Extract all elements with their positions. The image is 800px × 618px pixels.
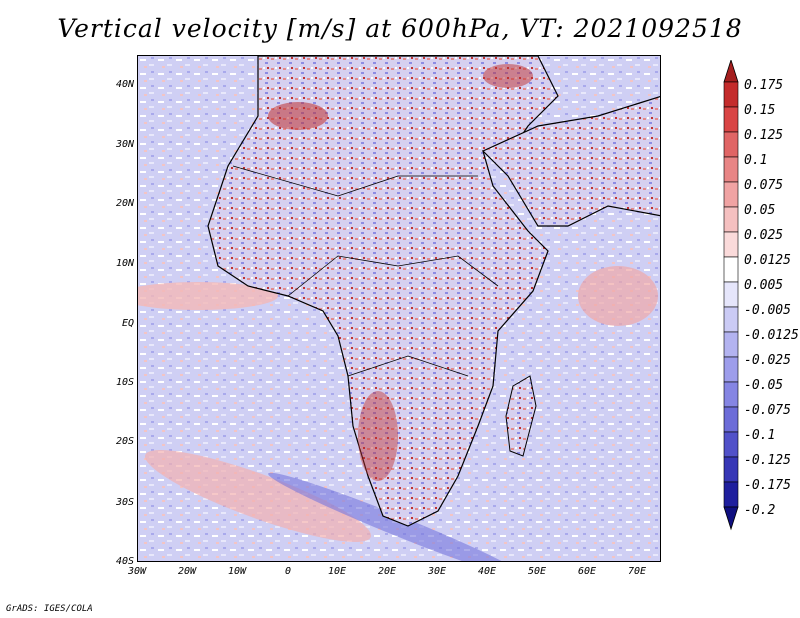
country-borders-2 bbox=[287, 255, 499, 297]
colorbar-label: -0.025 bbox=[744, 353, 791, 368]
lon-label-40e: 40E bbox=[477, 566, 497, 577]
lat-label-40n: 40N bbox=[115, 79, 134, 90]
lon-label-50e: 50E bbox=[527, 566, 547, 577]
colorbar-bottom-arrow bbox=[723, 506, 739, 531]
lat-label-eq: EQ bbox=[121, 318, 134, 329]
colorbar-label: 0.175 bbox=[744, 78, 784, 93]
colorbar-label: 0.15 bbox=[744, 103, 776, 118]
velocity-map bbox=[137, 55, 661, 562]
colorbar-label: 0.05 bbox=[744, 203, 776, 218]
lon-label-30e: 30E bbox=[427, 566, 447, 577]
colorbar-swatch bbox=[723, 381, 739, 408]
lat-label-30s: 30S bbox=[115, 497, 134, 508]
lat-label-20n: 20N bbox=[115, 198, 134, 209]
southern-africa-updraft bbox=[358, 391, 398, 481]
equatorial-updraft-band bbox=[138, 282, 278, 310]
lon-label-10w: 10W bbox=[227, 566, 247, 577]
colorbar-label: -0.175 bbox=[744, 478, 791, 493]
lon-label-60e: 60E bbox=[577, 566, 597, 577]
colorbar-label: -0.005 bbox=[744, 303, 791, 318]
lon-label-30w: 30W bbox=[127, 566, 147, 577]
colorbar-label: 0.075 bbox=[744, 178, 784, 193]
lat-label-30n: 30N bbox=[115, 139, 134, 150]
south-atlantic-updraft-band bbox=[144, 450, 372, 542]
colorbar-swatch bbox=[723, 81, 739, 108]
colorbar-swatch bbox=[723, 256, 739, 283]
colorbar-label: -0.075 bbox=[744, 403, 791, 418]
colorbar-label: 0.025 bbox=[744, 228, 784, 243]
colorbar-swatch bbox=[723, 306, 739, 333]
lat-label-20s: 20S bbox=[115, 436, 134, 447]
sahara-updraft bbox=[268, 102, 328, 130]
colorbar-label: 0.005 bbox=[744, 278, 784, 293]
colorbar-swatch bbox=[723, 206, 739, 233]
lat-label-10s: 10S bbox=[115, 377, 134, 388]
colorbar-swatch bbox=[723, 181, 739, 208]
arabia-asia-landmass bbox=[481, 95, 660, 227]
colorbar-swatch bbox=[723, 106, 739, 133]
country-borders-3 bbox=[347, 355, 469, 377]
colorbar-label: 0.1 bbox=[744, 153, 768, 168]
colorbar-label: -0.0125 bbox=[744, 328, 799, 343]
colorbar bbox=[723, 60, 739, 531]
colorbar-swatch bbox=[723, 231, 739, 258]
colorbar-label: -0.1 bbox=[744, 428, 776, 443]
lon-label-10e: 10E bbox=[327, 566, 347, 577]
country-borders bbox=[232, 165, 478, 197]
colorbar-swatch bbox=[723, 281, 739, 308]
colorbar-label: 0.125 bbox=[744, 128, 784, 143]
lon-label-0: 0 bbox=[284, 566, 292, 577]
colorbar-swatch bbox=[723, 156, 739, 183]
colorbar-swatch bbox=[723, 356, 739, 383]
lon-label-20e: 20E bbox=[377, 566, 397, 577]
colorbar-swatch bbox=[723, 406, 739, 433]
credit-text: GrADS: IGES/COLA bbox=[6, 604, 93, 614]
colorbar-label: -0.2 bbox=[744, 503, 776, 518]
map-canvas bbox=[138, 56, 660, 561]
colorbar-swatch bbox=[723, 481, 739, 508]
colorbar-top-arrow bbox=[723, 60, 739, 83]
colorbar-swatch bbox=[723, 131, 739, 158]
lon-label-20w: 20W bbox=[177, 566, 197, 577]
middle-east-updraft bbox=[483, 64, 533, 88]
colorbar-label: 0.0125 bbox=[744, 253, 791, 268]
colorbar-swatch bbox=[723, 456, 739, 483]
colorbar-swatch bbox=[723, 331, 739, 358]
madagascar bbox=[505, 375, 537, 457]
chart-title: Vertical velocity [m/s] at 600hPa, VT: 2… bbox=[57, 14, 743, 43]
lat-label-40s: 40S bbox=[115, 556, 134, 567]
lon-label-70e: 70E bbox=[627, 566, 647, 577]
southern-downdraft-streak bbox=[268, 472, 528, 561]
colorbar-swatch bbox=[723, 431, 739, 458]
lat-label-10n: 10N bbox=[115, 258, 134, 269]
indian-ocean-updraft bbox=[578, 266, 658, 326]
colorbar-label: -0.125 bbox=[744, 453, 791, 468]
colorbar-label: -0.05 bbox=[744, 378, 784, 393]
